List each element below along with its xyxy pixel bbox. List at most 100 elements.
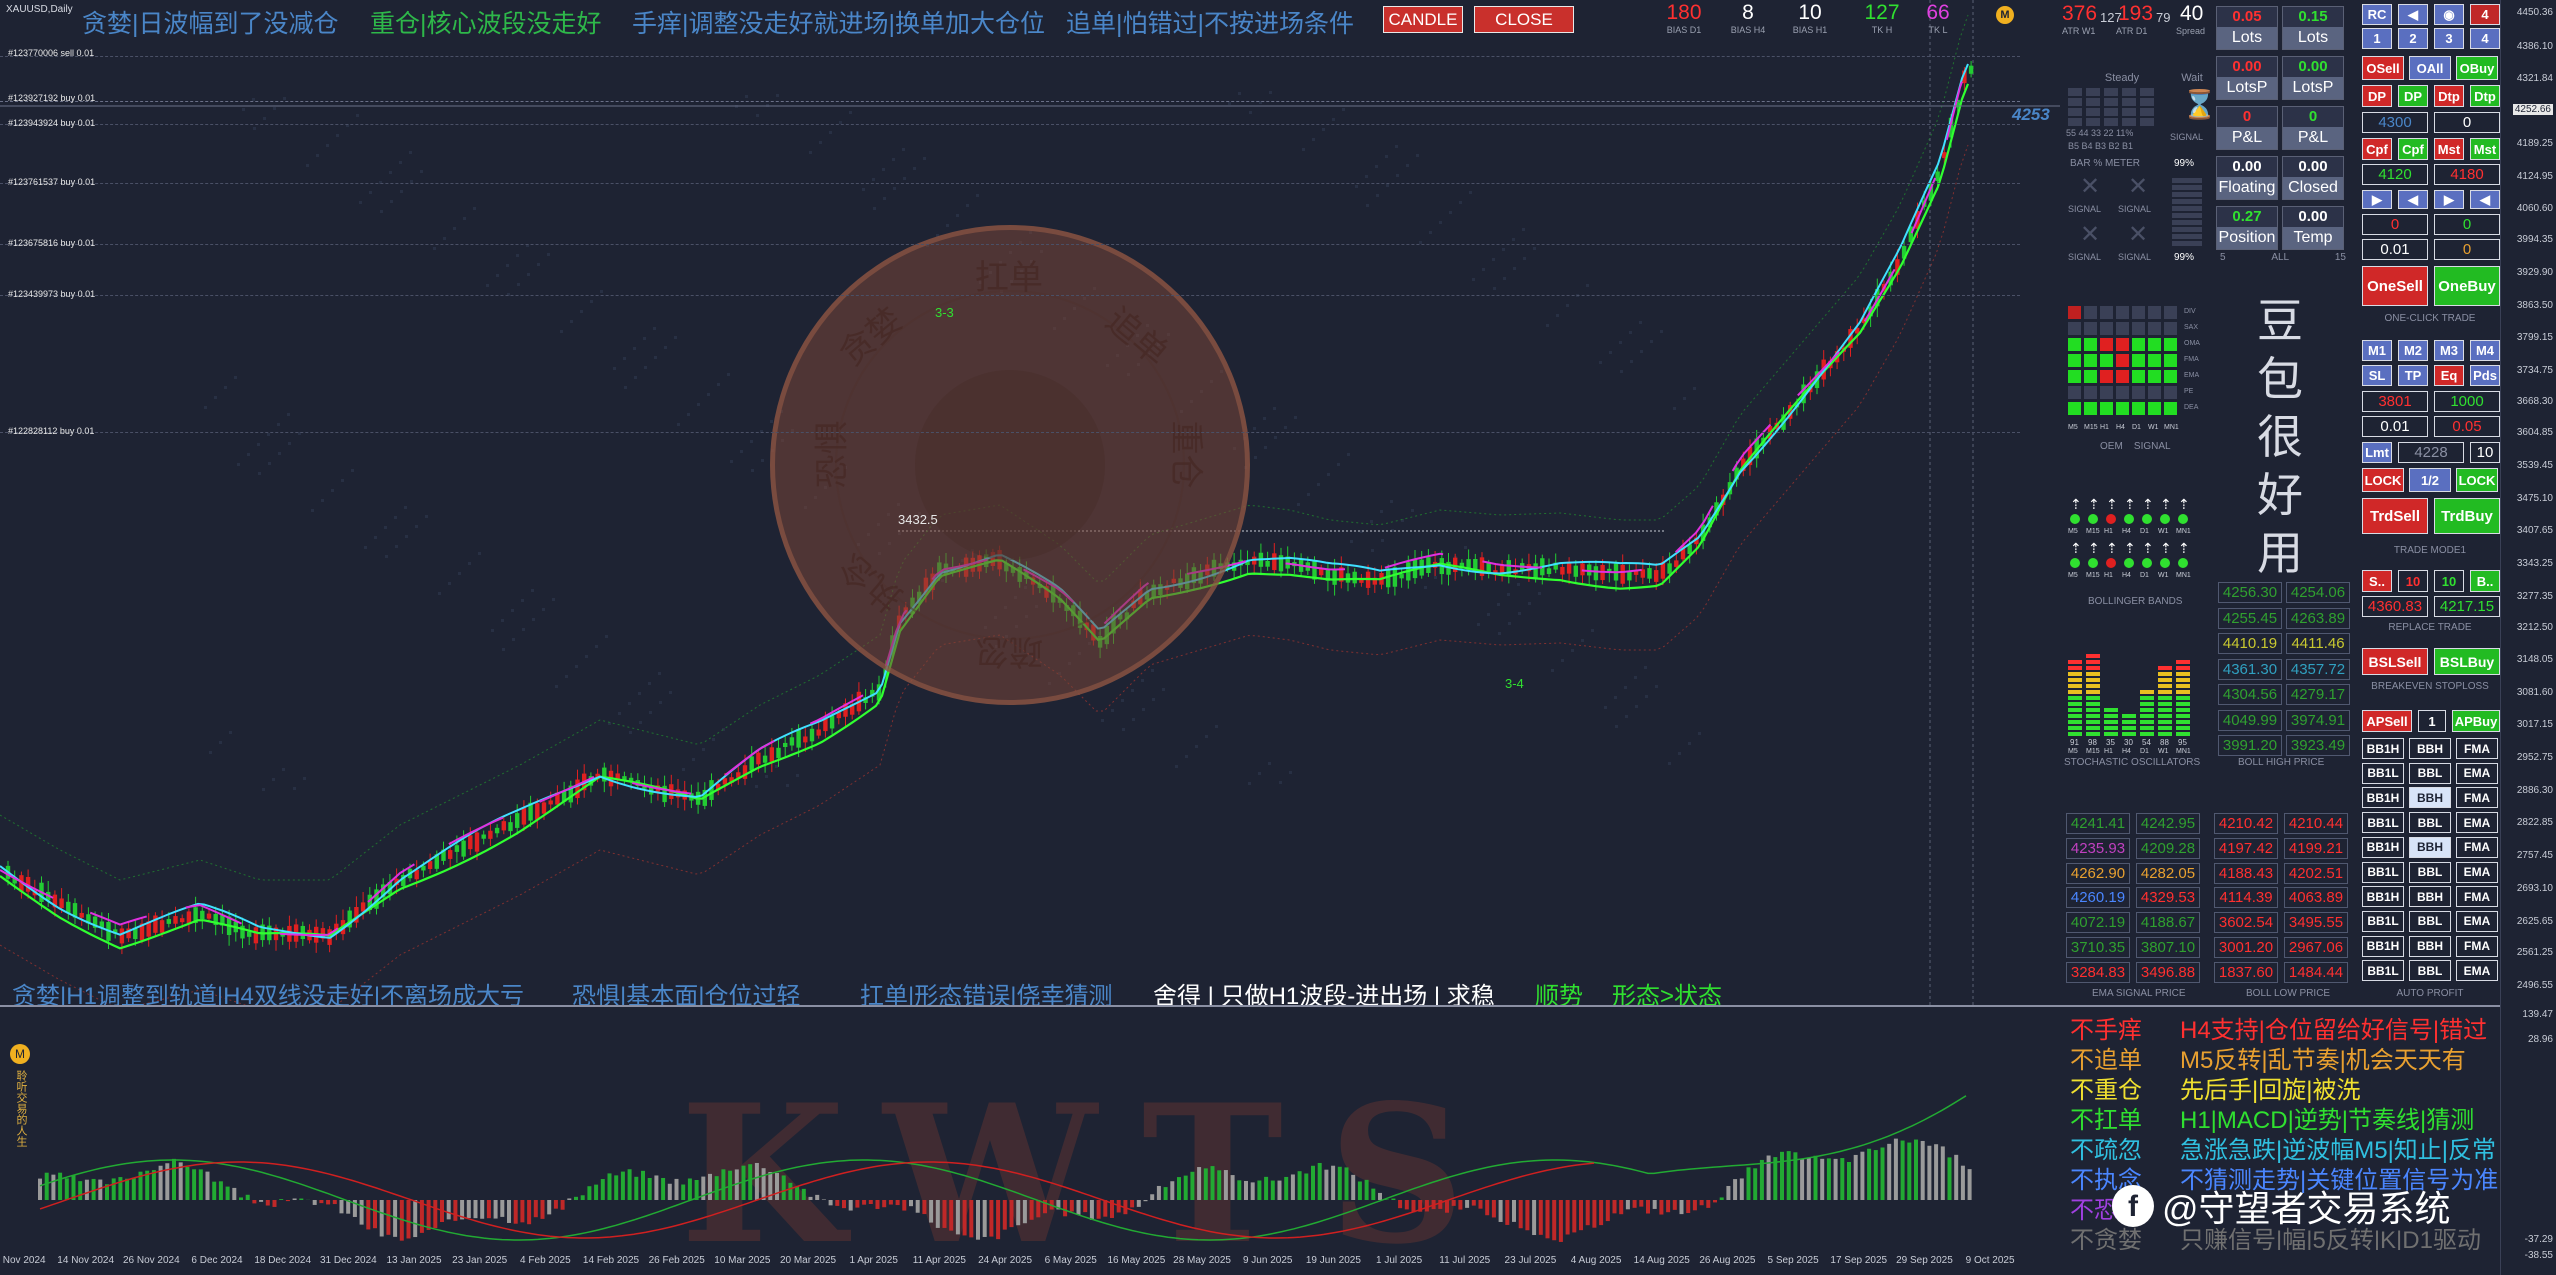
stack-bb-button[interactable]: BBL (2409, 861, 2451, 883)
cpf-buy-button[interactable]: Cpf (2398, 138, 2428, 160)
stack-bb1-button[interactable]: BB1L (2362, 960, 2404, 982)
dtp-sell-button[interactable]: Dtp (2434, 85, 2464, 107)
limit-qty-field[interactable]: 10 (2470, 442, 2500, 463)
stack-bb-button[interactable]: BBH (2409, 886, 2451, 908)
lock-buy-button[interactable]: LOCK (2456, 468, 2498, 492)
stack-ma-button[interactable]: EMA (2456, 960, 2498, 982)
oall-button[interactable]: OAll (2409, 56, 2451, 80)
main-chart[interactable]: 贪婪 扛单 追单 重仓 恐惧 疏忽 执念 XAUUSD,Daily 贪婪|日波幅… (0, 0, 2060, 1005)
stack-bb1-button[interactable]: BB1L (2362, 812, 2404, 834)
dp-buy-button[interactable]: DP (2398, 85, 2428, 107)
zero-field-red[interactable]: 0 (2362, 214, 2428, 235)
num-3-button[interactable]: 3 (2434, 28, 2464, 49)
half-button[interactable]: 1/2 (2409, 468, 2451, 492)
sell-lotsp[interactable]: 0.00 LotsP (2216, 56, 2278, 100)
temp[interactable]: 0.00 Temp (2282, 206, 2344, 250)
stack-bb1-button[interactable]: BB1H (2362, 787, 2404, 809)
lot-field-2[interactable]: 0 (2434, 239, 2500, 260)
stack-bb1-button[interactable]: BB1H (2362, 836, 2404, 858)
sell-pl[interactable]: 0 P&L (2216, 106, 2278, 150)
ap-count-field[interactable]: 1 (2418, 710, 2446, 732)
stack-ma-button[interactable]: EMA (2456, 762, 2498, 784)
stack-bb-button[interactable]: BBL (2409, 762, 2451, 784)
price-field-red[interactable]: 4180 (2434, 164, 2500, 185)
indicator-subwindow[interactable]: KWTS M 聆听交易的人生 (0, 1008, 2060, 1250)
floating[interactable]: 0.00 Floating (2216, 156, 2278, 200)
osell-button[interactable]: OSell (2362, 56, 2404, 80)
value-1000[interactable]: 1000 (2434, 391, 2500, 412)
m4-button[interactable]: M4 (2470, 340, 2500, 361)
stack-ma-button[interactable]: EMA (2456, 910, 2498, 932)
price-axis[interactable]: 4450.36 4386.10 4321.84 4252.66 4189.25 4124.… (2500, 0, 2556, 1275)
stack-bb-button[interactable]: BBH (2409, 738, 2451, 759)
replace-sell-field[interactable]: 4360.83 (2362, 596, 2428, 617)
num-2-button[interactable]: 2 (2398, 28, 2428, 49)
order-line-label[interactable]: #123761537 buy 0.01 (8, 177, 96, 187)
tp-button[interactable]: TP (2398, 365, 2428, 386)
stack-bb-button[interactable]: BBL (2409, 812, 2451, 834)
price-field-green[interactable]: 4120 (2362, 164, 2428, 185)
order-line-label[interactable]: #123770006 sell 0.01 (8, 48, 95, 58)
replace-buy-field[interactable]: 4217.15 (2434, 596, 2500, 617)
pds-button[interactable]: Pds (2470, 365, 2500, 386)
onebuy-button[interactable]: OneBuy (2434, 266, 2500, 306)
trdbuy-button[interactable]: TrdBuy (2434, 498, 2500, 534)
order-line-label[interactable]: #123439973 buy 0.01 (8, 289, 96, 299)
close-button[interactable]: CLOSE (1474, 6, 1574, 33)
order-line-label[interactable]: #123675816 buy 0.01 (8, 238, 96, 248)
stack-bb-button[interactable]: BBH (2409, 836, 2451, 858)
stack-bb-button[interactable]: BBL (2409, 960, 2451, 982)
sell-lots[interactable]: 0.05 Lots (2216, 6, 2278, 50)
stack-ma-button[interactable]: FMA (2456, 787, 2498, 809)
buy-lots[interactable]: 0.15 Lots (2282, 6, 2344, 50)
zero-field-green[interactable]: 0 (2434, 214, 2500, 235)
n10-buy-button[interactable]: 10 (2434, 570, 2464, 592)
sl-button[interactable]: SL (2362, 365, 2392, 386)
stack-bb1-button[interactable]: BB1H (2362, 886, 2404, 908)
b-button[interactable]: B.. (2470, 570, 2500, 592)
candle-button[interactable]: CANDLE (1383, 6, 1463, 33)
stack-bb-button[interactable]: BBH (2409, 935, 2451, 957)
lot-field[interactable]: 0.01 (2362, 239, 2428, 260)
num-4-button[interactable]: 4 (2470, 28, 2500, 49)
lock-sell-button[interactable]: LOCK (2362, 468, 2404, 492)
n10-sell-button[interactable]: 10 (2398, 570, 2428, 592)
dtp-buy-button[interactable]: Dtp (2470, 85, 2500, 107)
stack-ma-button[interactable]: FMA (2456, 836, 2498, 858)
cpf-sell-button[interactable]: Cpf (2362, 138, 2392, 160)
buy-pl[interactable]: 0 P&L (2282, 106, 2344, 150)
mst-buy-button[interactable]: Mst (2470, 138, 2500, 160)
order-line-label[interactable]: #123927192 buy 0.01 (8, 93, 96, 103)
alert-button[interactable]: 4 (2470, 4, 2500, 25)
stack-ma-button[interactable]: FMA (2456, 886, 2498, 908)
value-3801[interactable]: 3801 (2362, 391, 2428, 412)
nav-left-button[interactable]: ◀ (2398, 4, 2428, 25)
stack-bb-button[interactable]: BBL (2409, 910, 2451, 932)
value-001[interactable]: 0.01 (2362, 416, 2428, 437)
apsell-button[interactable]: APSell (2362, 710, 2412, 732)
stack-ma-button[interactable]: FMA (2456, 738, 2498, 759)
value-005[interactable]: 0.05 (2434, 416, 2500, 437)
stack-bb1-button[interactable]: BB1H (2362, 935, 2404, 957)
bslsell-button[interactable]: BSLSell (2362, 648, 2428, 675)
m3-button[interactable]: M3 (2434, 340, 2464, 361)
stack-bb1-button[interactable]: BB1L (2362, 910, 2404, 932)
onesell-button[interactable]: OneSell (2362, 266, 2428, 306)
limit-price-field[interactable]: 4228 (2398, 442, 2464, 463)
stack-ma-button[interactable]: FMA (2456, 935, 2498, 957)
rc-button[interactable]: RC (2362, 4, 2392, 25)
stack-ma-button[interactable]: EMA (2456, 812, 2498, 834)
pane-separator[interactable] (0, 1005, 2500, 1007)
stack-ma-button[interactable]: EMA (2456, 861, 2498, 883)
mst-sell-button[interactable]: Mst (2434, 138, 2464, 160)
closed[interactable]: 0.00 Closed (2282, 156, 2344, 200)
date-axis[interactable]: 4 Nov 2024 14 Nov 2024 26 Nov 2024 6 Dec 20… (0, 1250, 2500, 1275)
nav-right-1[interactable]: ▶ (2362, 190, 2392, 209)
dp-sell-button[interactable]: DP (2362, 85, 2392, 107)
apbuy-button[interactable]: APBuy (2452, 710, 2500, 732)
lmt-button[interactable]: Lmt (2362, 442, 2392, 463)
nav-right-2[interactable]: ▶ (2434, 190, 2464, 209)
eye-icon[interactable]: ◉ (2434, 4, 2464, 25)
order-line-label[interactable]: #122828112 buy 0.01 (8, 426, 95, 436)
bslbuy-button[interactable]: BSLBuy (2434, 648, 2500, 675)
